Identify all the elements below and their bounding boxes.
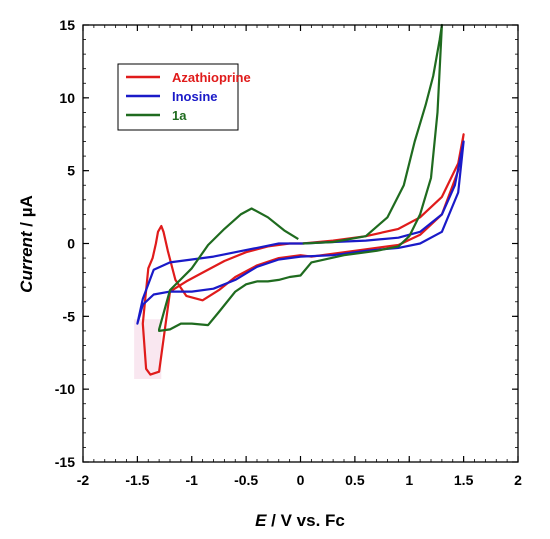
series-line-2 (158, 23, 443, 332)
x-tick-label: -2 (77, 472, 90, 488)
y-tick-label: -15 (55, 454, 75, 470)
y-axis-label-rest: / µA (17, 195, 36, 231)
x-tick-label: 0 (297, 472, 305, 488)
y-axis-label-italic: Current (17, 230, 36, 293)
legend-label-1: Inosine (172, 89, 218, 104)
y-tick-label: -10 (55, 381, 75, 397)
peak-highlight (134, 319, 162, 379)
x-tick-label: -1.5 (125, 472, 149, 488)
legend-box (117, 63, 239, 131)
y-tick-label: 0 (67, 236, 75, 252)
x-tick-label: -0.5 (234, 472, 258, 488)
x-tick-label: 1 (405, 472, 413, 488)
series-line-1 (136, 140, 465, 325)
series-line-0 (141, 133, 465, 376)
x-axis-label: E / V vs. Fc (255, 511, 345, 530)
x-tick-label: 2 (514, 472, 522, 488)
x-tick-label: 1.5 (454, 472, 474, 488)
x-axis-label-italic: E (255, 511, 267, 530)
legend-label-0: Azathioprine (172, 70, 251, 85)
y-tick-label: -5 (63, 308, 76, 324)
y-tick-label: 15 (59, 17, 75, 33)
x-axis-label-rest: / V vs. Fc (266, 511, 344, 530)
x-tick-label: 0.5 (345, 472, 365, 488)
y-axis-label: Current / µA (17, 195, 36, 293)
y-tick-label: 10 (59, 90, 75, 106)
legend-label-2: 1a (172, 108, 187, 123)
x-tick-label: -1 (186, 472, 199, 488)
y-tick-label: 5 (67, 163, 75, 179)
